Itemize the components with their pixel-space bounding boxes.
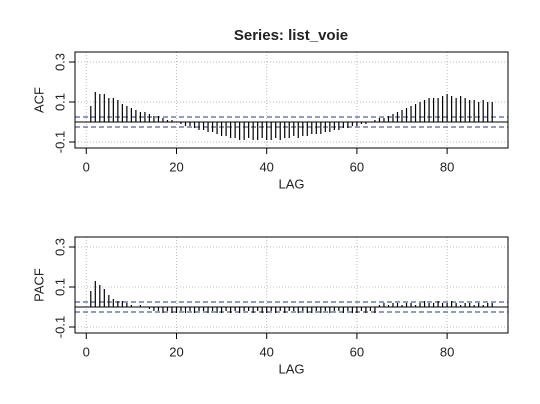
plot-frame — [74, 236, 509, 334]
plot-frame — [74, 51, 509, 149]
x-tick-label: 0 — [83, 344, 90, 359]
x-tick-label: 80 — [440, 159, 454, 174]
y-tick-label: -0.1 — [52, 316, 67, 338]
x-tick-label: 40 — [259, 159, 273, 174]
y-tick-label: -0.1 — [52, 131, 67, 153]
y-tick-label: 0.1 — [52, 93, 67, 111]
x-axis-label: LAG — [278, 176, 304, 191]
x-tick-label: 20 — [169, 344, 183, 359]
y-tick-label: 0.3 — [52, 53, 67, 71]
y-tick-label: 0.1 — [52, 278, 67, 296]
x-tick-label: 0 — [83, 159, 90, 174]
y-tick-label: 0.3 — [52, 238, 67, 256]
x-tick-label: 20 — [169, 159, 183, 174]
y-axis-label: ACF — [31, 87, 46, 113]
x-tick-label: 40 — [259, 344, 273, 359]
x-axis-label: LAG — [278, 361, 304, 376]
x-tick-label: 80 — [440, 344, 454, 359]
x-tick-label: 60 — [350, 344, 364, 359]
y-axis-label: PACF — [31, 268, 46, 302]
chart-title: Series: list_voie — [234, 27, 348, 44]
x-tick-label: 60 — [350, 159, 364, 174]
